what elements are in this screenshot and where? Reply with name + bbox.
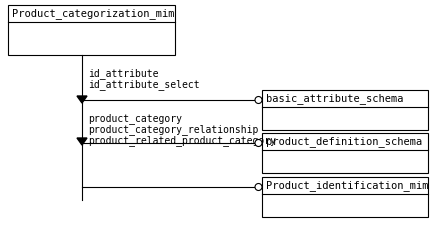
- Text: basic_attribute_schema: basic_attribute_schema: [266, 93, 404, 104]
- Text: product_definition_schema: product_definition_schema: [266, 136, 422, 147]
- Text: Product_identification_mim: Product_identification_mim: [266, 180, 428, 191]
- Text: id_attribute: id_attribute: [88, 68, 159, 79]
- Bar: [262, 133, 428, 173]
- Text: product_related_product_category: product_related_product_category: [88, 135, 276, 146]
- Bar: [262, 90, 428, 130]
- Text: Product_categorization_mim: Product_categorization_mim: [12, 8, 175, 19]
- Circle shape: [255, 97, 262, 103]
- Bar: [8, 5, 175, 55]
- Text: product_category_relationship: product_category_relationship: [88, 124, 258, 135]
- Text: product_category: product_category: [88, 113, 182, 124]
- Circle shape: [255, 184, 262, 191]
- Polygon shape: [77, 96, 87, 103]
- Polygon shape: [77, 138, 87, 145]
- Text: id_attribute_select: id_attribute_select: [88, 79, 200, 90]
- Circle shape: [255, 140, 262, 146]
- Bar: [262, 177, 428, 217]
